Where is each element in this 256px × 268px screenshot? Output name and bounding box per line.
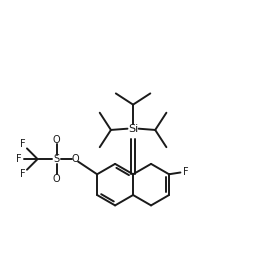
Text: O: O (53, 174, 60, 184)
Text: F: F (183, 167, 188, 177)
Text: Si: Si (128, 124, 138, 134)
Text: F: F (20, 169, 26, 179)
Text: F: F (16, 154, 22, 164)
Text: O: O (53, 135, 60, 144)
Text: O: O (72, 154, 79, 164)
Text: F: F (20, 139, 26, 149)
Text: S: S (54, 154, 60, 164)
